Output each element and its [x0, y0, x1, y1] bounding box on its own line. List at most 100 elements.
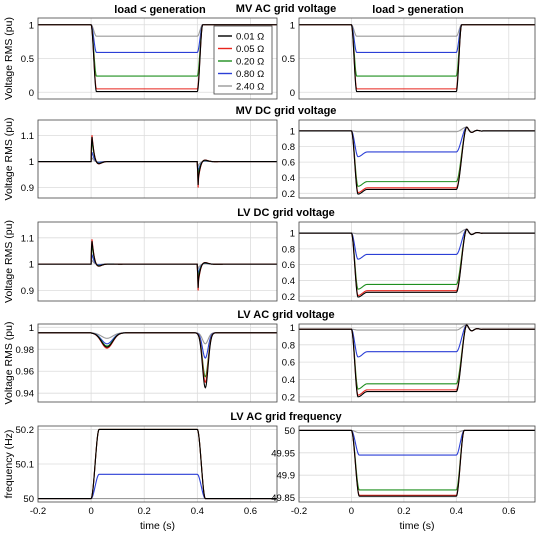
series-line-5 — [299, 126, 535, 133]
x-tick-label: 0.6 — [244, 506, 257, 517]
y-tick-label: 0.8 — [282, 340, 295, 351]
series-line-4 — [38, 473, 277, 500]
series-line-5 — [38, 332, 277, 345]
row-title: LV DC grid voltage — [237, 207, 335, 219]
y-tick-label: 0.6 — [282, 260, 295, 271]
x-axis-label: time (s) — [400, 520, 435, 532]
y-tick-label: 1.1 — [21, 131, 34, 142]
axes-frame — [37, 323, 278, 403]
y-tick-label: 0.96 — [16, 367, 35, 378]
series-line-3 — [299, 24, 535, 77]
y-axis-label: frequency (Hz) — [3, 430, 15, 499]
chart-panel-3: 0.9 1 1.1 Voltage RMS (pu) MV DC grid voltag… — [3, 105, 336, 200]
series-line-5 — [38, 259, 277, 270]
series-line-2 — [299, 24, 535, 90]
y-tick-label: 0 — [29, 88, 34, 99]
y-tick-label: 0.94 — [16, 389, 35, 400]
chart-panel-6: 0.2 0.4 0.6 0.8 1 — [282, 221, 536, 303]
axes-frame — [298, 17, 536, 100]
x-tick-label: 0.2 — [138, 506, 151, 517]
series-line-4 — [38, 332, 277, 359]
y-tick-label: 0.9 — [21, 183, 34, 194]
axes-frame — [37, 119, 278, 199]
axes-frame — [298, 323, 536, 403]
y-tick-label: 0.2 — [282, 189, 295, 200]
y-tick-label: 1 — [29, 20, 34, 31]
series-line-2 — [299, 126, 535, 194]
x-axis-label: time (s) — [140, 520, 175, 532]
y-tick-label: 1 — [29, 260, 34, 271]
y-tick-label: 0.2 — [282, 292, 295, 303]
y-axis-label: Voltage RMS (pu) — [3, 322, 15, 405]
series-line-1 — [38, 137, 277, 186]
series-line-4 — [38, 254, 277, 278]
chart-panel-5: 0.9 1 1.1 Voltage RMS (pu) LV DC grid voltag… — [3, 207, 335, 303]
y-tick-label: 1.1 — [21, 233, 34, 244]
y-tick-label: 49.9 — [277, 471, 296, 482]
series-line-5 — [299, 24, 535, 37]
y-tick-label: 49.85 — [271, 493, 295, 504]
column-title-right: load > generation — [372, 4, 464, 16]
series-line-1 — [38, 428, 277, 500]
chart-panel-9: 50 50.1 50.2 -0.2 0 0.2 0.4 0.6 time (s) frequenc… — [3, 411, 342, 532]
series-line-3 — [299, 429, 535, 491]
series-line-5 — [299, 228, 535, 236]
y-tick-label: 1 — [29, 157, 34, 168]
series-line-1 — [38, 241, 277, 288]
series-line-1 — [299, 429, 535, 497]
chart-panel-1: 0 0.5 1 Voltage RMS (pu) MV AC grid voltage — [3, 3, 336, 100]
series-line-2 — [38, 239, 277, 291]
y-tick-label: 0.5 — [21, 54, 34, 65]
row-title: MV DC grid voltage — [236, 105, 337, 117]
x-tick-label: 0.6 — [502, 506, 515, 517]
series-line-2 — [299, 429, 535, 496]
chart-panel-8: 0.2 0.4 0.6 0.8 1 — [282, 323, 536, 403]
series-line-4 — [299, 429, 535, 456]
y-tick-label: 0.6 — [282, 358, 295, 369]
y-tick-label: 50 — [23, 494, 34, 505]
x-tick-label: 0 — [349, 506, 354, 517]
series-line-5 — [38, 156, 277, 167]
axes-frame — [37, 221, 278, 302]
y-tick-label: 0.8 — [282, 244, 295, 255]
y-tick-label: 50 — [284, 426, 295, 437]
row-title: LV AC grid frequency — [230, 411, 342, 423]
series-line-3 — [38, 140, 277, 180]
chart-panel-7: 0.94 0.96 0.98 1 Voltage RMS (pu) LV AC grid … — [3, 309, 335, 404]
axes-frame — [298, 425, 536, 503]
legend-entry: 0.80 Ω — [236, 69, 264, 80]
legend-entry: 0.20 Ω — [236, 57, 264, 68]
y-tick-label: 1 — [290, 323, 295, 334]
series-line-4 — [38, 152, 277, 175]
x-tick-label: -0.2 — [291, 506, 307, 517]
axes-frame — [298, 119, 536, 199]
y-tick-label: 0.4 — [282, 375, 295, 386]
y-tick-label: 0.6 — [282, 158, 295, 169]
y-tick-label: 0.98 — [16, 345, 35, 356]
y-tick-label: 1 — [290, 126, 295, 137]
x-tick-label: 0.2 — [397, 506, 410, 517]
y-axis-label: Voltage RMS (pu) — [3, 118, 15, 201]
chart-panel-10: 49.85 49.9 49.95 50 -0.2 0 0.2 0.4 0.6 time (s) — [271, 425, 536, 532]
y-tick-label: 1 — [290, 229, 295, 240]
row-title: LV AC grid voltage — [237, 309, 334, 321]
series-line-1 — [299, 24, 535, 93]
row-title: MV AC grid voltage — [236, 3, 336, 15]
series-line-1 — [299, 324, 535, 398]
legend-entry: 0.01 Ω — [236, 32, 264, 43]
y-tick-label: 0.4 — [282, 173, 295, 184]
y-axis-label: Voltage RMS (pu) — [3, 17, 15, 100]
x-tick-label: 0.4 — [450, 506, 463, 517]
y-tick-label: 0.2 — [282, 392, 295, 403]
y-tick-label: 50.1 — [16, 460, 35, 471]
y-tick-label: 0.5 — [282, 54, 295, 65]
y-axis-label: Voltage RMS (pu) — [3, 220, 15, 303]
legend-entry: 2.40 Ω — [236, 82, 264, 93]
series-line-2 — [299, 228, 535, 297]
y-tick-label: 50.2 — [16, 425, 35, 436]
chart-panel-2: 00.51 — [282, 17, 536, 100]
column-title-left: load < generation — [114, 4, 206, 16]
series-line-2 — [38, 332, 277, 384]
y-tick-label: 0.8 — [282, 142, 295, 153]
